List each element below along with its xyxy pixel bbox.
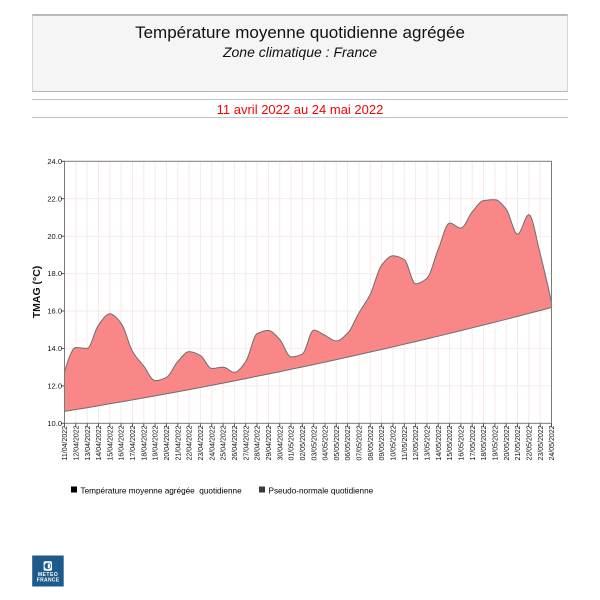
svg-text:TMAG (°C): TMAG (°C) — [31, 266, 43, 319]
svg-text:23/05/2022: 23/05/2022 — [538, 425, 545, 460]
svg-text:12/05/2022: 12/05/2022 — [413, 425, 420, 460]
svg-text:01/05/2022: 01/05/2022 — [289, 425, 296, 460]
svg-text:FRANCE: FRANCE — [37, 577, 60, 583]
svg-text:20/05/2022: 20/05/2022 — [504, 425, 511, 460]
svg-text:16/05/2022: 16/05/2022 — [459, 425, 466, 460]
svg-text:16.0: 16.0 — [47, 307, 62, 316]
svg-text:12/04/2022: 12/04/2022 — [73, 425, 80, 460]
svg-text:18/05/2022: 18/05/2022 — [481, 425, 488, 460]
svg-text:03/05/2022: 03/05/2022 — [311, 425, 318, 460]
svg-text:16/04/2022: 16/04/2022 — [119, 425, 126, 460]
svg-text:24/05/2022: 24/05/2022 — [549, 425, 556, 460]
svg-text:05/05/2022: 05/05/2022 — [334, 425, 341, 460]
svg-text:17/05/2022: 17/05/2022 — [470, 425, 477, 460]
svg-text:02/05/2022: 02/05/2022 — [300, 425, 307, 460]
svg-text:13/05/2022: 13/05/2022 — [425, 425, 432, 460]
svg-text:METEO: METEO — [38, 572, 59, 578]
svg-text:19/04/2022: 19/04/2022 — [153, 425, 160, 460]
svg-text:11/04/2022: 11/04/2022 — [62, 426, 69, 461]
svg-text:18.0: 18.0 — [47, 269, 62, 278]
svg-text:07/05/2022: 07/05/2022 — [357, 425, 364, 460]
svg-text:19/05/2022: 19/05/2022 — [493, 425, 500, 460]
svg-text:17/04/2022: 17/04/2022 — [130, 425, 137, 460]
svg-text:27/04/2022: 27/04/2022 — [243, 425, 250, 460]
svg-text:22/05/2022: 22/05/2022 — [526, 425, 533, 460]
svg-text:10/05/2022: 10/05/2022 — [391, 425, 398, 460]
svg-text:21/04/2022: 21/04/2022 — [175, 425, 182, 460]
svg-text:08/05/2022: 08/05/2022 — [368, 425, 375, 460]
svg-text:20.0: 20.0 — [47, 232, 62, 241]
svg-text:24/04/2022: 24/04/2022 — [209, 425, 216, 460]
svg-text:Pseudo-normale quotidienne: Pseudo-normale quotidienne — [269, 487, 374, 496]
svg-text:20/04/2022: 20/04/2022 — [164, 425, 171, 460]
svg-text:23/04/2022: 23/04/2022 — [198, 425, 205, 460]
svg-text:15/04/2022: 15/04/2022 — [107, 425, 114, 460]
svg-text:21/05/2022: 21/05/2022 — [515, 425, 522, 460]
svg-text:14.0: 14.0 — [47, 344, 62, 353]
svg-text:04/05/2022: 04/05/2022 — [323, 425, 330, 460]
svg-text:15/05/2022: 15/05/2022 — [447, 425, 454, 460]
svg-text:26/04/2022: 26/04/2022 — [232, 425, 239, 460]
svg-text:11/05/2022: 11/05/2022 — [402, 426, 409, 461]
svg-text:30/04/2022: 30/04/2022 — [277, 425, 284, 460]
svg-text:14/05/2022: 14/05/2022 — [436, 425, 443, 460]
svg-text:06/05/2022: 06/05/2022 — [345, 425, 352, 460]
svg-text:13/04/2022: 13/04/2022 — [85, 425, 92, 460]
svg-text:24.0: 24.0 — [47, 157, 62, 166]
svg-text:22.0: 22.0 — [47, 194, 62, 203]
svg-text:29/04/2022: 29/04/2022 — [266, 425, 273, 460]
svg-text:Température moyenne agrégée q: Température moyenne agrégée quotidienne — [81, 487, 243, 496]
svg-text:09/05/2022: 09/05/2022 — [379, 425, 386, 460]
svg-text:12.0: 12.0 — [47, 382, 62, 391]
svg-text:18/04/2022: 18/04/2022 — [141, 425, 148, 460]
svg-text:25/04/2022: 25/04/2022 — [221, 425, 228, 460]
svg-text:22/04/2022: 22/04/2022 — [187, 425, 194, 460]
svg-text:14/04/2022: 14/04/2022 — [96, 425, 103, 460]
svg-text:10.0: 10.0 — [47, 419, 62, 428]
svg-text:28/04/2022: 28/04/2022 — [255, 425, 262, 460]
